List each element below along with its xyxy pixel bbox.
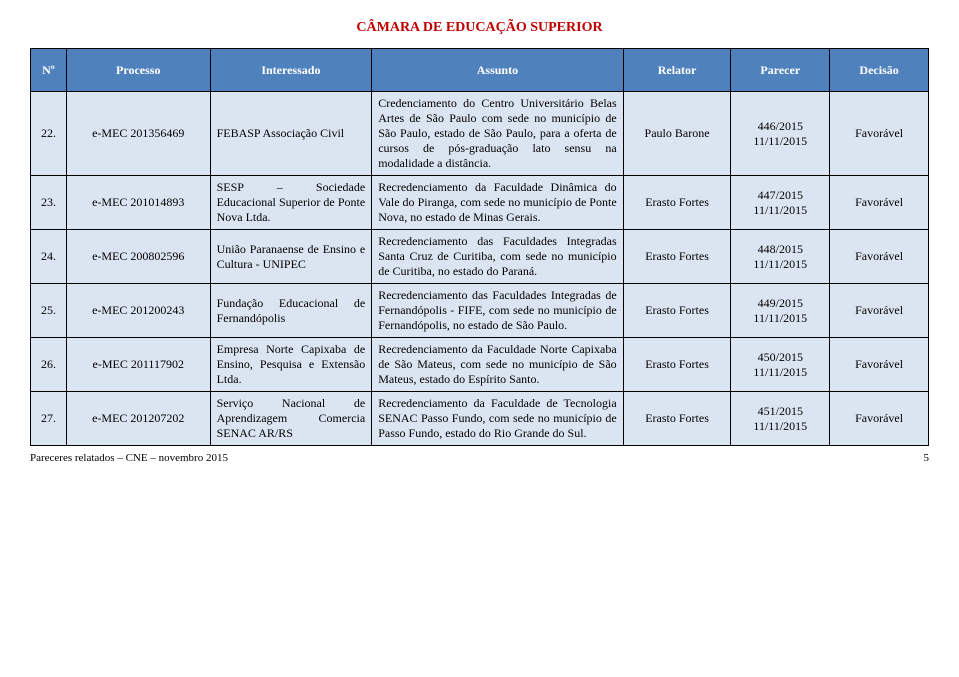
cell-interessado: SESP – Sociedade Educacional Superior de…	[210, 176, 372, 230]
cell-decisao: Favorável	[830, 392, 929, 446]
cell-decisao: Favorável	[830, 338, 929, 392]
cell-processo: e-MEC 201200243	[66, 284, 210, 338]
cell-processo: e-MEC 201207202	[66, 392, 210, 446]
col-interessado: Interessado	[210, 49, 372, 92]
cell-decisao: Favorável	[830, 230, 929, 284]
cell-parecer: 447/2015 11/11/2015	[731, 176, 830, 230]
cell-interessado: Empresa Norte Capixaba de Ensino, Pesqui…	[210, 338, 372, 392]
cell-interessado: Serviço Nacional de Aprendizagem Comerci…	[210, 392, 372, 446]
table-header-row: Nº Processo Interessado Assunto Relator …	[31, 49, 929, 92]
cell-parecer: 448/2015 11/11/2015	[731, 230, 830, 284]
cell-parecer: 450/2015 11/11/2015	[731, 338, 830, 392]
cell-processo: e-MEC 201356469	[66, 92, 210, 176]
table-row: 22.e-MEC 201356469FEBASP Associação Civi…	[31, 92, 929, 176]
cell-relator: Erasto Fortes	[623, 230, 731, 284]
cell-decisao: Favorável	[830, 176, 929, 230]
cell-relator: Erasto Fortes	[623, 176, 731, 230]
cell-assunto: Credenciamento do Centro Universitário B…	[372, 92, 623, 176]
cell-decisao: Favorável	[830, 284, 929, 338]
cell-parecer: 451/2015 11/11/2015	[731, 392, 830, 446]
table-row: 25.e-MEC 201200243Fundação Educacional d…	[31, 284, 929, 338]
col-decisao: Decisão	[830, 49, 929, 92]
cell-processo: e-MEC 200802596	[66, 230, 210, 284]
page-title: CÂMARA DE EDUCAÇÃO SUPERIOR	[30, 20, 929, 36]
col-assunto: Assunto	[372, 49, 623, 92]
cell-processo: e-MEC 201117902	[66, 338, 210, 392]
cell-assunto: Recredenciamento da Faculdade de Tecnolo…	[372, 392, 623, 446]
cell-assunto: Recredenciamento da Faculdade Norte Capi…	[372, 338, 623, 392]
cell-interessado: FEBASP Associação Civil	[210, 92, 372, 176]
col-processo: Processo	[66, 49, 210, 92]
cell-n: 25.	[31, 284, 67, 338]
cell-n: 23.	[31, 176, 67, 230]
footer: Pareceres relatados – CNE – novembro 201…	[30, 452, 929, 464]
cell-interessado: União Paranaense de Ensino e Cultura - U…	[210, 230, 372, 284]
cell-assunto: Recredenciamento das Faculdades Integrad…	[372, 230, 623, 284]
cell-n: 27.	[31, 392, 67, 446]
cell-assunto: Recredenciamento das Faculdades Integrad…	[372, 284, 623, 338]
cell-interessado: Fundação Educacional de Fernandópolis	[210, 284, 372, 338]
data-table: Nº Processo Interessado Assunto Relator …	[30, 48, 929, 446]
col-n: Nº	[31, 49, 67, 92]
cell-relator: Paulo Barone	[623, 92, 731, 176]
footer-right: 5	[924, 452, 930, 464]
cell-n: 26.	[31, 338, 67, 392]
cell-processo: e-MEC 201014893	[66, 176, 210, 230]
col-relator: Relator	[623, 49, 731, 92]
col-parecer: Parecer	[731, 49, 830, 92]
cell-n: 22.	[31, 92, 67, 176]
cell-relator: Erasto Fortes	[623, 392, 731, 446]
cell-n: 24.	[31, 230, 67, 284]
table-row: 23.e-MEC 201014893SESP – Sociedade Educa…	[31, 176, 929, 230]
table-row: 27.e-MEC 201207202Serviço Nacional de Ap…	[31, 392, 929, 446]
cell-parecer: 449/2015 11/11/2015	[731, 284, 830, 338]
cell-relator: Erasto Fortes	[623, 284, 731, 338]
table-row: 24.e-MEC 200802596União Paranaense de En…	[31, 230, 929, 284]
cell-decisao: Favorável	[830, 92, 929, 176]
table-row: 26.e-MEC 201117902Empresa Norte Capixaba…	[31, 338, 929, 392]
cell-parecer: 446/2015 11/11/2015	[731, 92, 830, 176]
cell-relator: Erasto Fortes	[623, 338, 731, 392]
footer-left: Pareceres relatados – CNE – novembro 201…	[30, 452, 228, 464]
cell-assunto: Recredenciamento da Faculdade Dinâmica d…	[372, 176, 623, 230]
